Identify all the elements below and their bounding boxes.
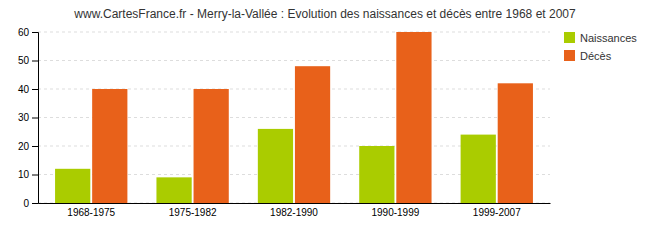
legend-item: Naissances xyxy=(564,32,637,44)
tick-label: 1982-1990 xyxy=(270,207,318,218)
grid-line xyxy=(38,32,550,33)
axis-line xyxy=(32,33,39,204)
tick-mark xyxy=(32,203,38,204)
legend-label: Décès xyxy=(580,50,612,62)
legend-item: Décès xyxy=(564,50,612,62)
tick-label: 1975-1982 xyxy=(169,207,217,218)
title: www.CartesFrance.fr - Merry-la-Vallée : … xyxy=(73,7,576,21)
tick-label: 1990-1999 xyxy=(371,207,419,218)
bar xyxy=(359,146,394,203)
legend: Naissances Décès xyxy=(564,32,637,62)
tick: 1990-1999 xyxy=(371,207,419,218)
bar xyxy=(258,129,293,203)
tick: 1968-1975 xyxy=(67,207,115,218)
bar xyxy=(55,169,90,203)
tick: 1975-1982 xyxy=(169,207,217,218)
tick-mark xyxy=(32,118,38,119)
tick-label: 1968-1975 xyxy=(67,207,115,218)
tick: 40 xyxy=(18,84,38,95)
tick: 20 xyxy=(18,141,38,152)
tick-label: 60 xyxy=(18,27,30,38)
grid xyxy=(38,32,550,203)
bar xyxy=(498,83,533,203)
bar xyxy=(156,177,191,203)
tick: 1999-2007 xyxy=(473,207,521,218)
axis-line xyxy=(39,203,551,204)
bar xyxy=(295,66,330,203)
tick-label: 40 xyxy=(18,84,30,95)
bar xyxy=(461,135,496,203)
tick-label: 1999-2007 xyxy=(473,207,521,218)
tick: 50 xyxy=(18,55,38,66)
bar xyxy=(396,32,431,203)
x-axis: 1968-1975 1975-1982 1982-1990 1990-1999 1999… xyxy=(39,204,551,219)
tick-mark xyxy=(32,61,38,62)
tick-mark xyxy=(32,146,38,147)
tick: 0 xyxy=(23,198,38,209)
tick-label: 50 xyxy=(18,55,30,66)
tick-label: 20 xyxy=(18,141,30,152)
legend-swatch xyxy=(564,32,575,43)
chart: www.CartesFrance.fr - Merry-la-Vallée : … xyxy=(0,0,650,229)
plot: 0 10 20 30 40 50 60 1968-1975 1975-1982 1982-1990… xyxy=(18,27,551,218)
tick-mark xyxy=(32,32,38,33)
y-axis: 0 10 20 30 40 50 60 xyxy=(18,27,39,209)
tick: 1982-1990 xyxy=(270,207,318,218)
tick-label: 10 xyxy=(18,169,30,180)
tick: 10 xyxy=(18,169,38,180)
tick-label: 30 xyxy=(18,112,30,123)
tick: 60 xyxy=(18,27,38,38)
tick-mark xyxy=(32,175,38,176)
bar xyxy=(92,89,127,203)
legend-swatch xyxy=(564,50,575,61)
tick-mark xyxy=(32,89,38,90)
grid-line xyxy=(38,60,550,61)
bar xyxy=(194,89,229,203)
bars xyxy=(55,32,533,203)
tick: 30 xyxy=(18,112,38,123)
series xyxy=(92,32,533,203)
tick-label: 0 xyxy=(23,198,29,209)
legend-label: Naissances xyxy=(580,32,637,44)
